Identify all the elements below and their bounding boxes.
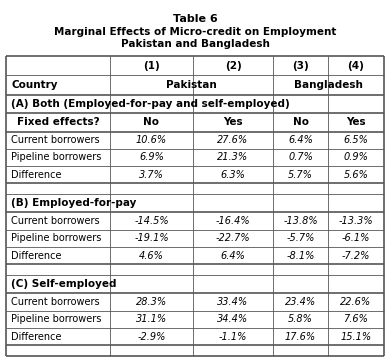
Text: Pipeline borrowers: Pipeline borrowers: [11, 314, 101, 324]
Text: Bangladesh: Bangladesh: [294, 80, 363, 90]
Text: 28.3%: 28.3%: [136, 297, 167, 307]
Text: Current borrowers: Current borrowers: [11, 135, 99, 145]
Text: (3): (3): [292, 61, 309, 71]
Text: Difference: Difference: [11, 251, 62, 261]
Text: Pakistan: Pakistan: [166, 80, 217, 90]
Text: 3.7%: 3.7%: [139, 170, 164, 180]
Text: 6.4%: 6.4%: [221, 251, 245, 261]
Text: 27.6%: 27.6%: [218, 135, 248, 145]
Text: (4): (4): [347, 61, 364, 71]
Text: -13.8%: -13.8%: [283, 216, 318, 226]
Text: 0.7%: 0.7%: [288, 153, 313, 162]
Text: -19.1%: -19.1%: [134, 233, 169, 244]
Text: Pakistan and Bangladesh: Pakistan and Bangladesh: [121, 39, 269, 49]
Text: Fixed effects?: Fixed effects?: [17, 117, 99, 127]
Text: -14.5%: -14.5%: [134, 216, 169, 226]
Text: 10.6%: 10.6%: [136, 135, 167, 145]
Text: Pipeline borrowers: Pipeline borrowers: [11, 153, 101, 162]
Text: (B) Employed-for-pay: (B) Employed-for-pay: [11, 198, 136, 208]
Text: 23.4%: 23.4%: [285, 297, 316, 307]
Text: Yes: Yes: [346, 117, 366, 127]
Text: 6.5%: 6.5%: [344, 135, 369, 145]
Text: Marginal Effects of Micro-credit on Employment: Marginal Effects of Micro-credit on Empl…: [54, 27, 336, 37]
Text: Current borrowers: Current borrowers: [11, 297, 99, 307]
Text: 17.6%: 17.6%: [285, 332, 316, 341]
Text: -1.1%: -1.1%: [219, 332, 247, 341]
Text: 34.4%: 34.4%: [218, 314, 248, 324]
Text: 6.3%: 6.3%: [221, 170, 245, 180]
Text: 15.1%: 15.1%: [340, 332, 372, 341]
Text: -22.7%: -22.7%: [216, 233, 250, 244]
Text: (A) Both (Employed-for-pay and self-employed): (A) Both (Employed-for-pay and self-empl…: [11, 99, 290, 109]
Text: Pipeline borrowers: Pipeline borrowers: [11, 233, 101, 244]
Text: Country: Country: [11, 80, 57, 90]
Text: -13.3%: -13.3%: [339, 216, 373, 226]
Text: 31.1%: 31.1%: [136, 314, 167, 324]
Text: 21.3%: 21.3%: [218, 153, 248, 162]
Text: -7.2%: -7.2%: [342, 251, 370, 261]
Text: No: No: [144, 117, 160, 127]
Text: 5.8%: 5.8%: [288, 314, 313, 324]
Text: 4.6%: 4.6%: [139, 251, 164, 261]
Text: (C) Self-employed: (C) Self-employed: [11, 279, 117, 289]
Text: 6.4%: 6.4%: [288, 135, 313, 145]
Text: (1): (1): [143, 61, 160, 71]
Text: 6.9%: 6.9%: [139, 153, 164, 162]
Text: No: No: [292, 117, 308, 127]
Text: 7.6%: 7.6%: [344, 314, 369, 324]
Text: (2): (2): [225, 61, 241, 71]
Text: 0.9%: 0.9%: [344, 153, 369, 162]
Text: Table 6: Table 6: [173, 14, 217, 24]
Text: Yes: Yes: [223, 117, 243, 127]
Text: -6.1%: -6.1%: [342, 233, 370, 244]
Text: Difference: Difference: [11, 170, 62, 180]
Text: 33.4%: 33.4%: [218, 297, 248, 307]
Text: Current borrowers: Current borrowers: [11, 216, 99, 226]
Text: 5.6%: 5.6%: [344, 170, 369, 180]
Text: -5.7%: -5.7%: [286, 233, 315, 244]
Text: -2.9%: -2.9%: [137, 332, 166, 341]
Text: -16.4%: -16.4%: [216, 216, 250, 226]
Text: 22.6%: 22.6%: [340, 297, 372, 307]
Text: Difference: Difference: [11, 332, 62, 341]
Text: 5.7%: 5.7%: [288, 170, 313, 180]
Text: -8.1%: -8.1%: [286, 251, 315, 261]
